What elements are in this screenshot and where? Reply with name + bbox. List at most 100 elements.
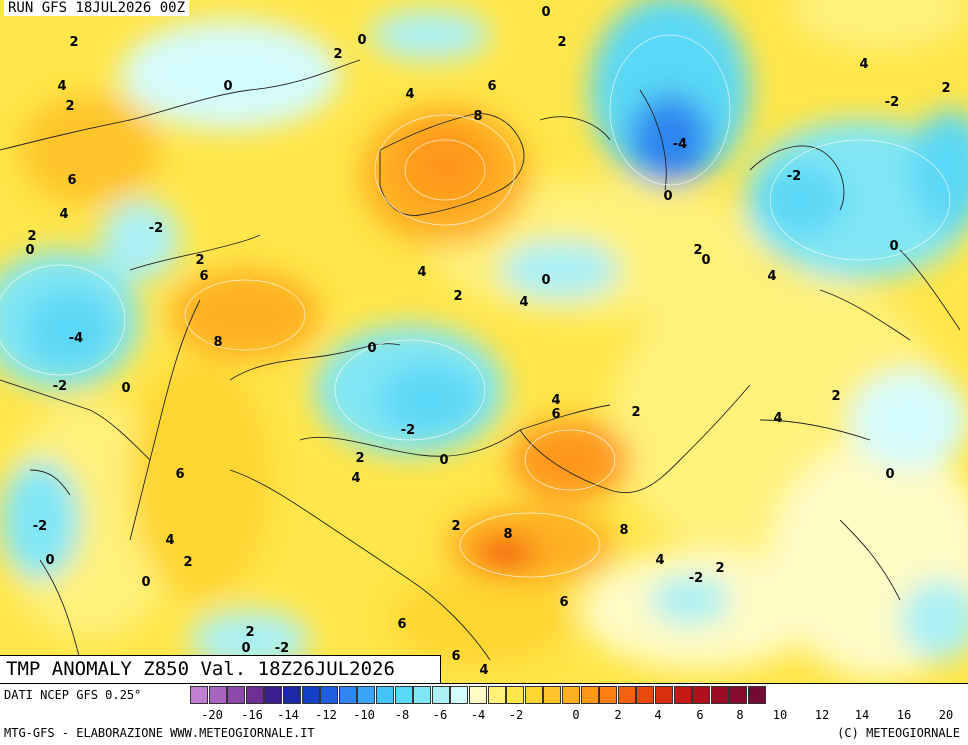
contour-value-label: 8 [473,109,482,124]
legend-tick-label: -14 [277,708,299,722]
legend-swatch [748,686,766,704]
legend-swatch [599,686,618,704]
legend-swatch [487,686,506,704]
contour-value-label: 4 [773,411,782,426]
contour-value-label: 4 [59,207,68,222]
coastlines-borders [0,59,961,661]
contour-value-label: -2 [401,423,415,438]
contour-value-label: 6 [67,173,76,188]
legend-tick-label: -16 [241,708,263,722]
legend-swatch [562,686,580,704]
data-source-label: DATI NCEP GFS 0.25° [4,688,142,702]
legend-tick-label: 16 [896,708,912,722]
contour-lines [0,34,951,578]
legend-swatch [636,686,655,704]
legend-swatch [394,686,413,704]
contour-value-label: 4 [551,393,560,408]
legend-tick-label: -20 [201,708,223,722]
contour-value-label: 0 [141,575,150,590]
contour-value-label: 6 [199,269,208,284]
contour-value-label: 0 [45,553,54,568]
contour-value-label: 4 [351,471,360,486]
legend-swatch [729,686,748,704]
contour-value-label: 6 [175,467,184,482]
legend-tick-label: 10 [772,708,788,722]
legend-swatch [710,686,729,704]
legend-swatch [301,686,320,704]
legend-swatch [524,686,543,704]
contour-value-label: 2 [715,561,724,576]
contour-value-label: 2 [693,243,702,258]
map-title: TMP ANOMALY Z850 Val. 18Z26JUL2026 [6,658,395,680]
credit-left-label: MTG-GFS - ELABORAZIONE WWW.METEOGIORNALE… [4,726,315,740]
legend-swatch [320,686,339,704]
legend-tick-label: 12 [814,708,830,722]
legend-tick-label: -4 [470,708,486,722]
contour-value-label: 2 [69,35,78,50]
legend-tick-label: 8 [736,708,744,722]
contour-value-label: -2 [33,519,47,534]
contour-value-label: 0 [223,79,232,94]
legend-tick-label: -10 [353,708,375,722]
contour-value-label: 0 [439,453,448,468]
contour-value-label: 8 [213,335,222,350]
contour-value-label: 8 [503,527,512,542]
contour-value-label: -4 [69,331,83,346]
contour-value-label: 2 [453,289,462,304]
contour-value-label: 2 [245,625,254,640]
contour-value-label: 4 [417,265,426,280]
contour-value-label: -2 [53,379,67,394]
contour-value-label: 4 [479,663,488,678]
contour-value-label: 2 [27,229,36,244]
contour-value-label: -2 [149,221,163,236]
legend-swatch [506,686,525,704]
legend-tick-label: 6 [696,708,704,722]
contour-value-label: -4 [673,137,687,152]
contour-value-label: 6 [487,79,496,94]
contour-value-label: 4 [859,57,868,72]
contour-value-label: 6 [551,407,560,422]
legend-swatch [413,686,432,704]
anomaly-field [0,0,968,680]
contour-value-label: 0 [663,189,672,204]
contour-value-label: 4 [655,553,664,568]
legend-swatch [376,686,394,704]
contour-value-label: 4 [405,87,414,102]
legend-swatch [208,686,227,704]
contour-value-label: 6 [451,649,460,664]
legend-swatch [190,686,208,704]
legend-swatch [692,686,711,704]
contour-value-label: -2 [275,641,289,656]
contour-value-label: 0 [367,341,376,356]
contour-value-label: 0 [885,467,894,482]
legend-swatch [543,686,562,704]
contour-value-label: 0 [541,5,550,20]
contour-value-label: 2 [195,253,204,268]
contour-value-label: -2 [885,95,899,110]
contour-value-label: 2 [831,389,840,404]
contour-value-label: 4 [519,295,528,310]
legend-swatch [338,686,357,704]
contour-value-label: 6 [559,595,568,610]
contour-value-label: 0 [241,641,250,656]
legend-tick-label: -6 [432,708,448,722]
legend-swatch [469,686,487,704]
legend-tick-label: -8 [394,708,410,722]
legend-swatch [357,686,376,704]
run-label: RUN GFS 18JUL2026 00Z [4,0,190,16]
legend-tick-label: 20 [938,708,954,722]
contour-value-label: 6 [397,617,406,632]
legend-swatch [673,686,692,704]
legend-swatch [283,686,301,704]
color-scale-ticks: -20 -16 -14 -12 -10 -8 -6 -4 -2 0 2 4 6 8 10 12 14 16 20 [190,708,968,724]
contour-value-label: 0 [889,239,898,254]
legend-swatch [655,686,673,704]
legend-swatch [227,686,246,704]
contour-value-label: 0 [541,273,550,288]
legend-swatch [431,686,450,704]
contour-value-label: 2 [557,35,566,50]
contour-value-label: 2 [631,405,640,420]
legend-tick-label: 4 [654,708,662,722]
contour-value-label: 2 [451,519,460,534]
